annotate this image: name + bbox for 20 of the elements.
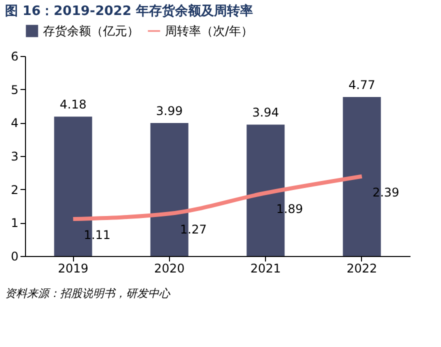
legend-label: 存货余额（亿元） xyxy=(43,24,139,38)
line-series xyxy=(71,174,364,221)
data-label: 4.77 xyxy=(348,78,376,92)
y-tick-label: 6 xyxy=(10,50,18,64)
y-tick-label: 0 xyxy=(10,250,18,264)
data-label: 3.99 xyxy=(156,104,183,118)
x-tick-label: 2021 xyxy=(250,262,281,276)
data-label: 4.18 xyxy=(60,98,86,112)
text: 资料来源：招股说明书，研发中心 xyxy=(5,287,171,300)
y-tick-label: 1 xyxy=(10,216,18,230)
y-tick-label: 5 xyxy=(10,82,18,97)
data-label: 3.94 xyxy=(252,106,279,120)
legend-label: 周转率（次/年） xyxy=(165,24,254,38)
y-tick-label: 4 xyxy=(10,116,18,130)
x-tick-label: 2022 xyxy=(346,262,378,276)
x-tick-label: 2019 xyxy=(58,262,88,276)
x-tick-label: 2020 xyxy=(154,262,185,276)
y-tick-label: 3 xyxy=(10,150,18,164)
y-tick-label: 2 xyxy=(10,182,18,197)
chart-title: 图 16：2019-2022 年存货余额及周转率 xyxy=(5,3,253,19)
